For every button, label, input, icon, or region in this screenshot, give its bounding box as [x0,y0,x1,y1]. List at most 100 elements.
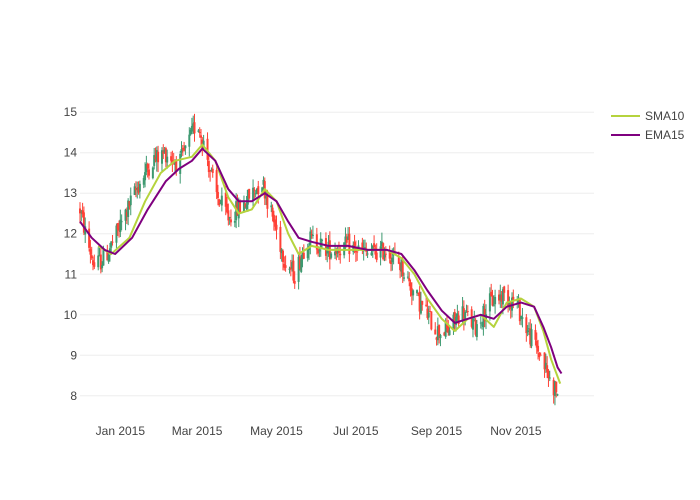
candle-decreasing[interactable] [399,262,402,279]
candle-increasing[interactable] [499,284,502,308]
candle-decreasing[interactable] [92,256,95,271]
candle-decreasing[interactable] [426,300,429,320]
candle-increasing[interactable] [436,317,439,346]
candle-decreasing[interactable] [211,164,214,178]
candle-increasing[interactable] [464,309,467,326]
candle-decreasing[interactable] [90,246,93,260]
candle-increasing[interactable] [521,307,524,328]
candle-decreasing[interactable] [543,352,546,378]
candle-increasing[interactable] [465,304,468,313]
candle-decreasing[interactable] [218,198,221,207]
candle-increasing[interactable] [101,261,104,273]
candle-decreasing[interactable] [207,154,210,178]
candle-increasing[interactable] [318,248,321,258]
candle-increasing[interactable] [210,167,213,172]
candle-increasing[interactable] [548,370,551,382]
candle-decreasing[interactable] [183,141,186,152]
candle-increasing[interactable] [336,245,339,258]
candle-increasing[interactable] [492,295,495,307]
candle-decreasing[interactable] [147,163,150,180]
candle-decreasing[interactable] [248,188,251,200]
candle-decreasing[interactable] [547,369,550,387]
candle-decreasing[interactable] [82,206,85,236]
candle-increasing[interactable] [488,287,491,321]
candle-decreasing[interactable] [490,283,493,297]
candle-decreasing[interactable] [417,292,420,297]
candle-decreasing[interactable] [283,256,286,271]
candle-increasing[interactable] [136,181,139,199]
candle-increasing[interactable] [270,201,273,213]
candle-increasing[interactable] [330,251,333,260]
candle-increasing[interactable] [155,146,158,172]
candle-decreasing[interactable] [137,181,140,195]
candle-decreasing[interactable] [200,129,203,147]
candle-decreasing[interactable] [388,245,391,264]
candle-decreasing[interactable] [293,271,296,289]
candle-increasing[interactable] [520,315,523,326]
candle-increasing[interactable] [481,321,484,330]
candle-decreasing[interactable] [209,169,212,182]
candle-increasing[interactable] [439,333,442,347]
candle-decreasing[interactable] [292,254,295,284]
candle-increasing[interactable] [180,141,183,158]
candle-increasing[interactable] [184,145,187,155]
candle-decreasing[interactable] [128,200,131,210]
candle-increasing[interactable] [280,248,283,262]
candle-decreasing[interactable] [466,305,469,317]
candle-decreasing[interactable] [373,235,376,251]
candle-increasing[interactable] [527,322,530,336]
candle-decreasing[interactable] [171,150,174,173]
candle-decreasing[interactable] [537,339,540,360]
candle-increasing[interactable] [254,190,257,198]
series-line-ema15[interactable] [79,147,563,375]
candle-increasing[interactable] [242,195,245,213]
candle-decreasing[interactable] [164,146,167,168]
candle-increasing[interactable] [479,315,482,329]
candle-increasing[interactable] [160,147,163,173]
candle-increasing[interactable] [427,305,430,325]
candle-decreasing[interactable] [181,144,184,157]
candle-decreasing[interactable] [162,144,165,160]
candle-decreasing[interactable] [157,145,160,173]
candle-increasing[interactable] [219,199,222,205]
candle-increasing[interactable] [494,289,497,314]
candle-increasing[interactable] [145,155,148,176]
candle-decreasing[interactable] [274,215,277,232]
candle-increasing[interactable] [347,227,350,240]
candle-increasing[interactable] [119,209,122,238]
candle-increasing[interactable] [406,271,409,280]
candle-increasing[interactable] [556,393,559,397]
candle-decreasing[interactable] [434,322,437,335]
candle-increasing[interactable] [142,175,145,189]
candle-increasing[interactable] [192,115,195,135]
candle-increasing[interactable] [220,187,223,212]
candle-decreasing[interactable] [518,297,521,325]
candle-increasing[interactable] [297,252,300,290]
candle-decreasing[interactable] [498,289,501,305]
candle-decreasing[interactable] [271,204,274,222]
candle-decreasing[interactable] [409,279,412,297]
candle-decreasing[interactable] [374,244,377,259]
candle-increasing[interactable] [352,241,355,255]
candle-increasing[interactable] [115,223,118,248]
candle-increasing[interactable] [228,216,231,225]
candle-decreasing[interactable] [535,332,538,354]
candle-increasing[interactable] [188,127,191,157]
candle-decreasing[interactable] [382,242,385,261]
candle-decreasing[interactable] [430,311,433,331]
candle-decreasing[interactable] [315,227,318,255]
candle-increasing[interactable] [120,214,123,231]
candle-decreasing[interactable] [529,319,532,348]
candle-increasing[interactable] [133,183,136,196]
candle-decreasing[interactable] [361,237,364,255]
candle-increasing[interactable] [98,247,101,257]
candle-decreasing[interactable] [555,381,558,398]
candle-decreasing[interactable] [538,351,541,361]
candle-increasing[interactable] [300,254,303,274]
candle-decreasing[interactable] [474,318,477,337]
candle-decreasing[interactable] [146,162,149,178]
candle-increasing[interactable] [475,319,478,341]
candle-increasing[interactable] [403,272,406,282]
candle-decreasing[interactable] [118,220,121,238]
candle-decreasing[interactable] [525,314,528,342]
